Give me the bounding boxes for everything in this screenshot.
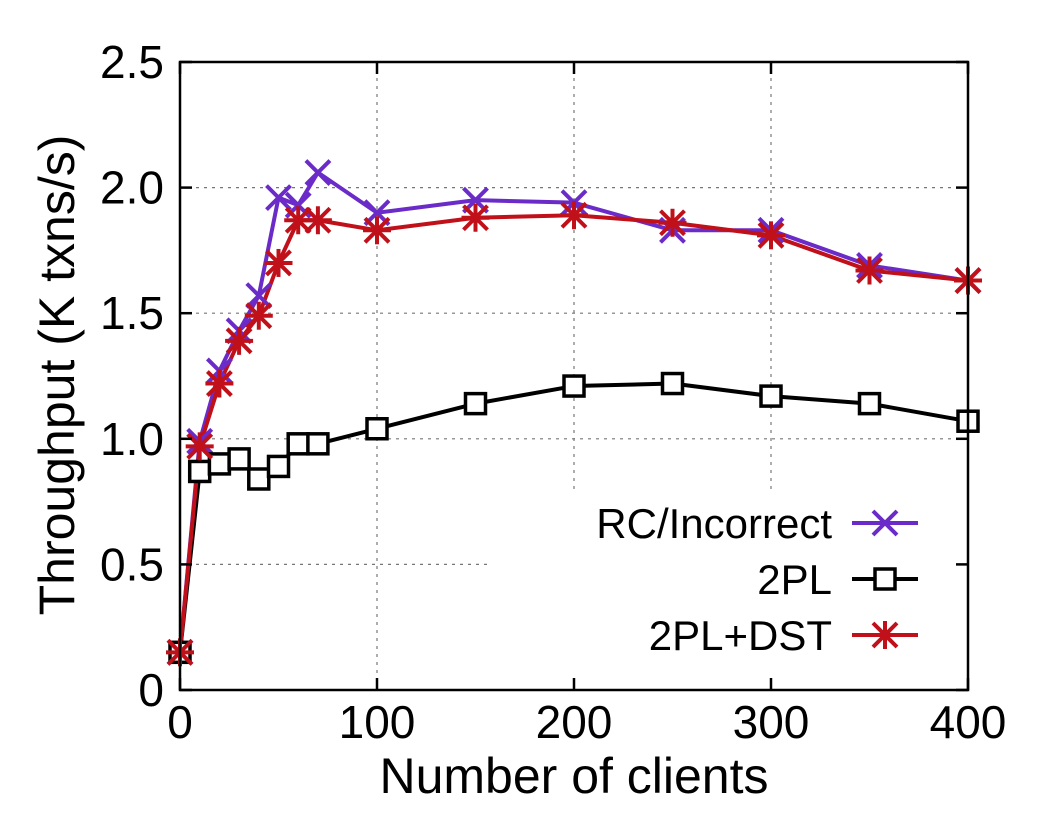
x-tick-label: 0 (167, 696, 193, 748)
data-point-1 (562, 374, 586, 398)
legend-marker (871, 509, 899, 537)
data-point-2 (560, 201, 588, 230)
data-point-2 (757, 221, 785, 250)
legend-label: 2PL+DST (649, 612, 832, 659)
data-point-2 (658, 208, 687, 237)
y-tick-label: 0.5 (100, 538, 164, 590)
data-point-1 (365, 417, 389, 441)
data-point-2 (461, 203, 490, 232)
legend-marker (873, 567, 897, 591)
data-point-2 (363, 216, 391, 245)
axis-ticks (178, 60, 970, 692)
data-point-0 (265, 184, 292, 212)
data-point-1 (247, 467, 271, 491)
y-tick-label: 2.5 (100, 36, 164, 88)
data-point-1 (857, 391, 882, 416)
legend-marker (871, 621, 899, 649)
legend-label: RC/Incorrect (596, 500, 832, 547)
data-point-1 (759, 384, 783, 408)
data-point-1 (187, 459, 212, 484)
data-point-2 (205, 369, 234, 398)
legend: RC/Incorrect 2PL 2PL+DST (596, 500, 918, 659)
x-tick-label: 400 (930, 696, 1007, 748)
legend-label: 2PL (757, 556, 832, 603)
data-point-0 (245, 282, 273, 310)
data-point-0 (304, 159, 332, 186)
data-point-1 (266, 454, 291, 479)
tick-labels: 0 0.5 1.0 1.5 2.0 2.5 0 100 200 300 400 (100, 36, 1006, 748)
data-point-2 (225, 326, 254, 355)
y-tick-label: 2.0 (100, 162, 164, 214)
x-tick-label: 100 (339, 696, 416, 748)
data-point-2 (244, 301, 273, 330)
data-point-1 (463, 391, 488, 416)
y-tick-label: 1.5 (100, 287, 164, 339)
x-tick-label: 200 (536, 696, 613, 748)
x-axis-title: Number of clients (379, 748, 768, 804)
data-point-2 (264, 248, 293, 277)
data-point-1 (660, 371, 685, 396)
series-markers (166, 159, 982, 667)
series-lines (178, 170, 969, 653)
y-tick-label: 1.0 (100, 413, 164, 465)
data-point-2 (303, 206, 332, 235)
y-axis-title: Throughput (K txns/s) (29, 135, 85, 616)
y-tick-label: 0 (138, 664, 164, 716)
data-point-1 (306, 432, 330, 456)
grid-lines (180, 62, 968, 690)
x-tick-label: 300 (733, 696, 810, 748)
data-point-1 (227, 447, 251, 471)
data-point-2 (185, 432, 214, 461)
data-point-1 (286, 432, 310, 456)
data-point-2 (855, 256, 884, 285)
series-line-0 (178, 170, 969, 653)
